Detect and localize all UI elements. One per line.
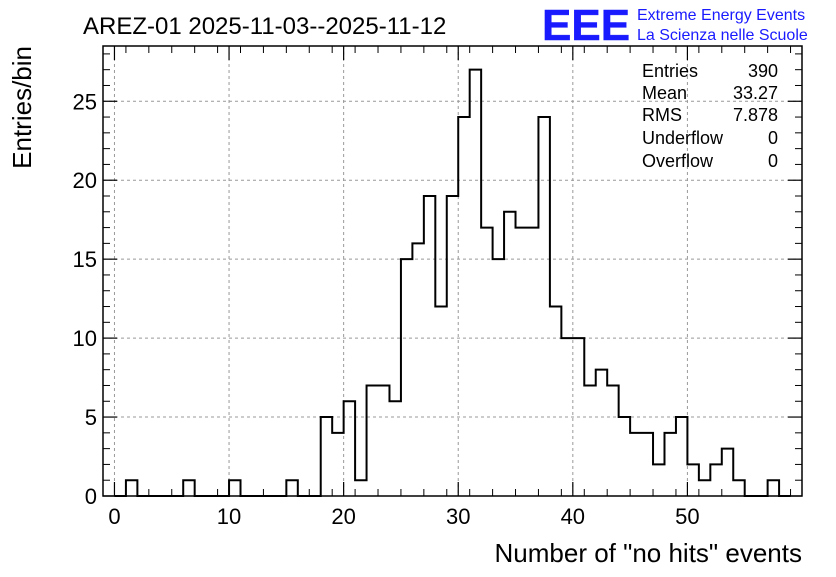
histogram-bin [733, 480, 744, 496]
histogram-bin [435, 307, 446, 496]
y-tick-label: 0 [85, 484, 97, 509]
histogram-bin [126, 480, 137, 496]
y-tick-label: 25 [73, 89, 97, 114]
x-tick-label: 10 [217, 504, 241, 529]
y-tick-label: 15 [73, 247, 97, 272]
tick-labels: 0 10 20 30 40 50 0 5 10 15 20 25 [73, 89, 700, 529]
x-tick-label: 30 [446, 504, 470, 529]
x-axis-label: Number of "no hits" events [495, 538, 803, 568]
histogram-bin [561, 338, 572, 496]
histogram-bin [527, 228, 538, 496]
histogram-bin [664, 433, 675, 496]
y-axis-label: Entries/bin [7, 46, 37, 169]
histogram-bin [687, 464, 698, 496]
x-tick-label: 0 [108, 504, 120, 529]
logo-line1: Extreme Energy Events [637, 7, 805, 24]
histogram-bin [607, 385, 618, 496]
stat-value-entries: 390 [748, 61, 778, 81]
histogram-bin [378, 385, 389, 496]
histogram-bin [424, 196, 435, 496]
histogram-bin [447, 196, 458, 496]
histogram-bin [573, 338, 584, 496]
histogram-bin [630, 433, 641, 496]
stat-key-mean: Mean [642, 83, 687, 103]
stat-key-rms: RMS [642, 105, 682, 125]
histogram-bin [768, 480, 779, 496]
histogram-bin [596, 370, 607, 496]
histogram-bin [642, 433, 653, 496]
x-tick-label: 40 [561, 504, 585, 529]
histogram-bin [699, 480, 710, 496]
histogram-bin [722, 449, 733, 496]
chart-title: AREZ-01 2025-11-03--2025-11-12 [83, 13, 446, 40]
histogram-bin [229, 480, 240, 496]
axis-ticks [103, 46, 802, 497]
x-tick-label: 50 [675, 504, 699, 529]
y-tick-label: 10 [73, 326, 97, 351]
histogram-bin [481, 228, 492, 496]
histogram-bin [355, 480, 366, 496]
stats-box: Entries 390 Mean 33.27 RMS 7.878 Underfl… [642, 61, 778, 171]
grid-lines [103, 46, 802, 496]
stat-value-mean: 33.27 [733, 83, 778, 103]
stat-value-rms: 7.878 [733, 105, 778, 125]
histogram-bin [504, 212, 515, 496]
histogram-bin [332, 433, 343, 496]
stat-key-entries: Entries [642, 61, 698, 81]
x-tick-label: 20 [331, 504, 355, 529]
histogram-bin [389, 401, 400, 496]
histogram-bin [458, 117, 469, 496]
y-tick-label: 20 [73, 168, 97, 193]
eee-logo-icon: EEE [542, 1, 630, 50]
histogram-bin [321, 417, 332, 496]
histogram-bin [584, 385, 595, 496]
histogram-bin [412, 243, 423, 496]
stat-key-underflow: Underflow [642, 128, 724, 148]
plot-frame [102, 45, 803, 497]
histogram-bin [653, 464, 664, 496]
histogram-bin [710, 464, 721, 496]
y-tick-label: 5 [85, 405, 97, 430]
histogram-bin [550, 307, 561, 496]
stat-key-overflow: Overflow [642, 151, 714, 171]
histogram-bin [538, 117, 549, 496]
histogram-bin [493, 259, 504, 496]
histogram-bin [470, 70, 481, 496]
histogram-bin [367, 385, 378, 496]
histogram-bin [344, 401, 355, 496]
histogram-bin [619, 417, 630, 496]
logo-line2: La Scienza nelle Scuole [637, 27, 808, 44]
histogram-bin [401, 259, 412, 496]
histogram-bin [286, 480, 297, 496]
stat-value-underflow: 0 [768, 128, 778, 148]
histogram-bin [516, 228, 527, 496]
histogram-bin [183, 480, 194, 496]
histogram-bin [676, 417, 687, 496]
stat-value-overflow: 0 [768, 151, 778, 171]
